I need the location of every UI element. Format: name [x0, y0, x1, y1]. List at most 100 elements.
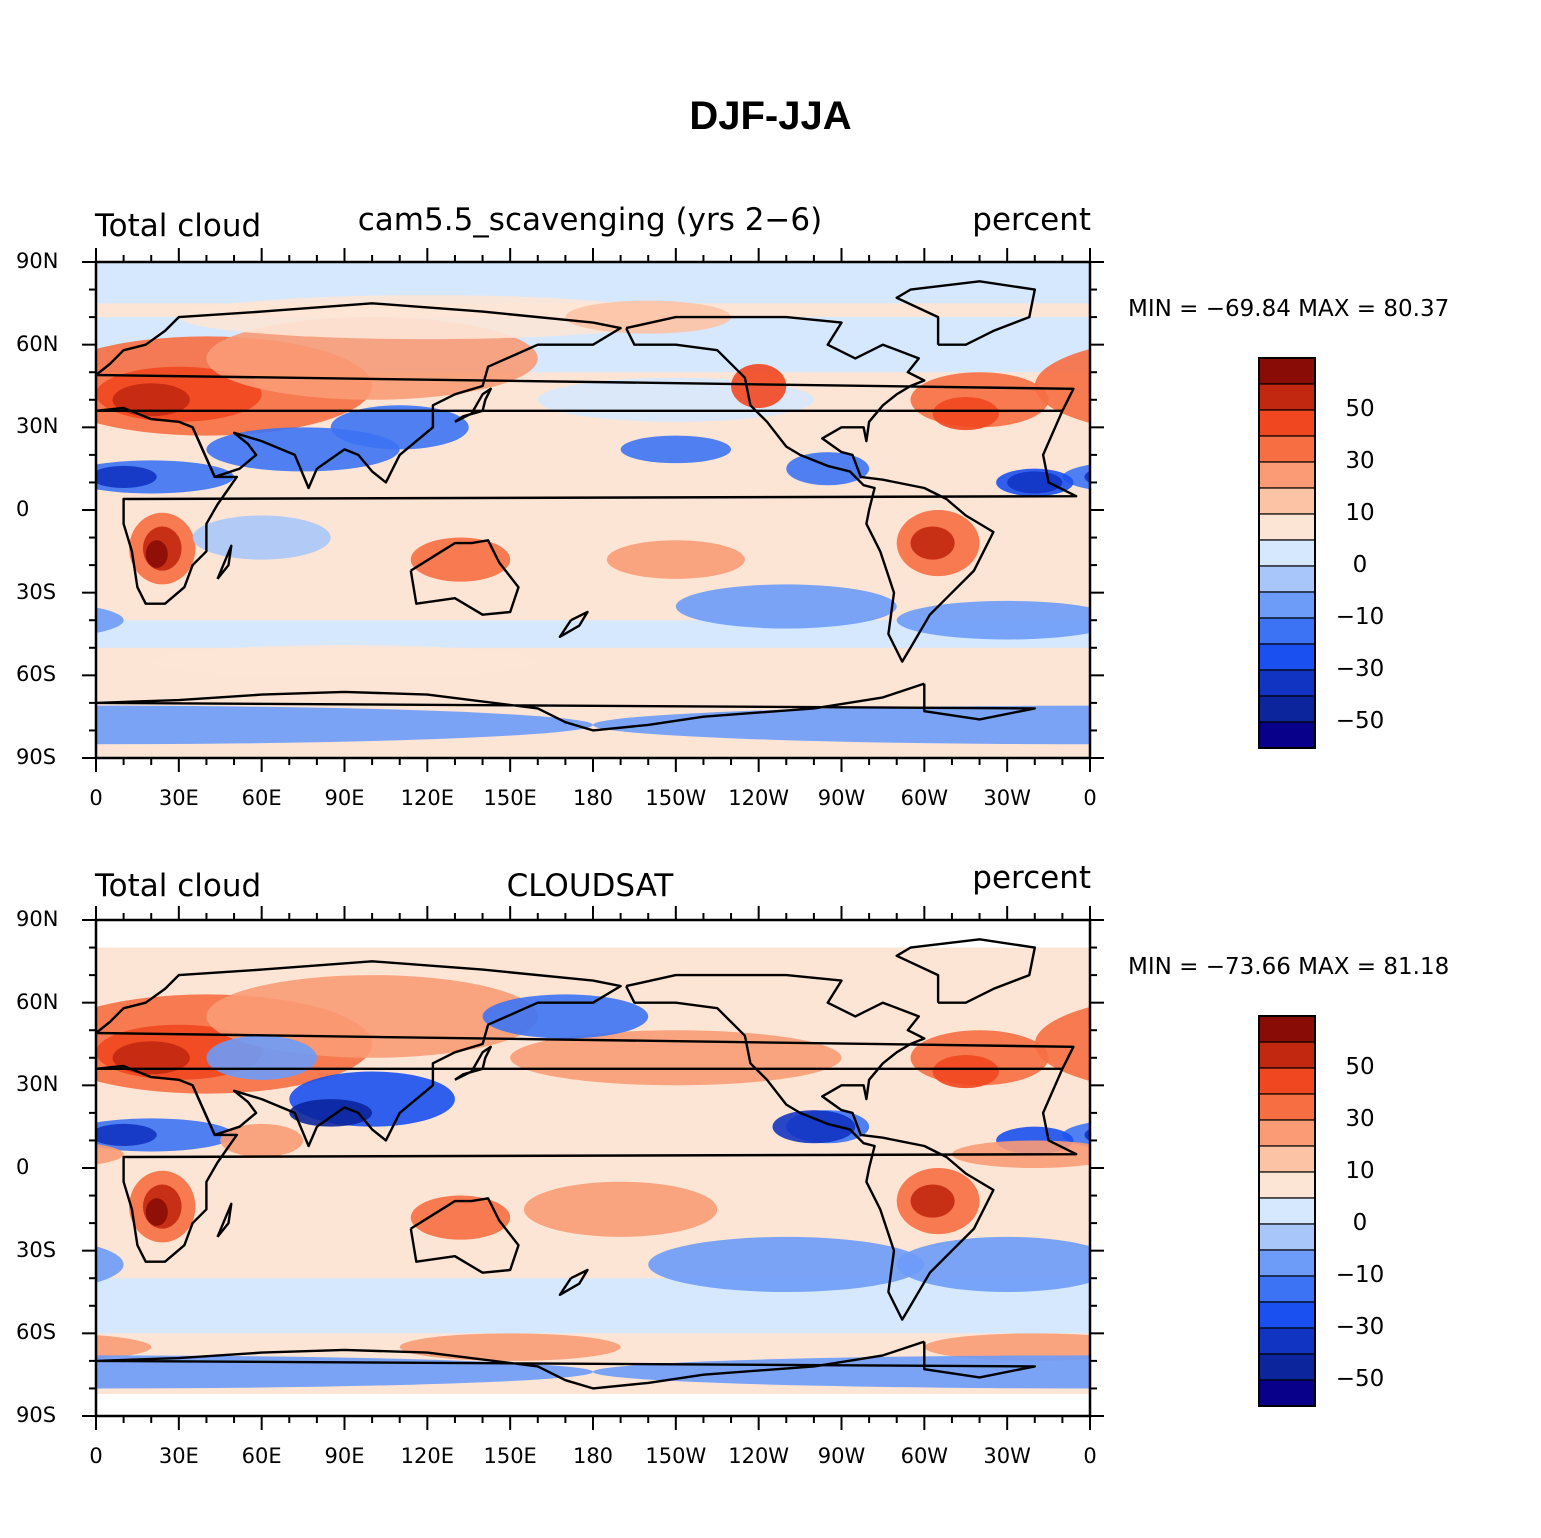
anomaly-region	[96, 607, 124, 633]
y-tick-label: 90N	[16, 249, 59, 273]
colorbar-label: 10	[1345, 500, 1375, 526]
anomaly-region	[112, 383, 190, 417]
anomaly-region	[0, 397, 5, 430]
anomaly-region	[482, 994, 649, 1039]
colorbar-swatch	[1258, 1015, 1316, 1043]
colorbar-swatch	[1258, 1171, 1316, 1199]
panel-left-label: Total cloud	[95, 208, 262, 244]
map-panel-model: Total cloud cam5.5_scavenging (yrs 2−6) …	[0, 200, 1541, 860]
anomaly-region	[145, 540, 168, 568]
min-max-readout: MIN = −69.84 MAX = 80.37	[1128, 296, 1450, 322]
y-tick-label: 60S	[16, 662, 57, 687]
anomaly-region	[910, 1184, 955, 1218]
colorbar-swatch	[1258, 1093, 1316, 1121]
x-tick-label: 120W	[728, 1444, 790, 1468]
y-tick-label: 90N	[16, 907, 59, 931]
anomaly-region	[1200, 975, 1531, 1058]
panel-center-label: cam5.5_scavenging (yrs 2−6)	[357, 202, 823, 238]
coastline	[96, 960, 1075, 1148]
coastline	[216, 544, 233, 580]
anomaly-region	[96, 705, 593, 745]
x-tick-label: 90E	[324, 786, 365, 810]
colorbar-swatch	[1258, 1197, 1316, 1225]
colorbar-swatch	[1258, 643, 1316, 671]
colorbar-swatch	[1258, 1041, 1316, 1069]
coastline	[895, 938, 1036, 1004]
min-max-readout: MIN = −73.66 MAX = 81.18	[1128, 954, 1450, 980]
panel-center-label: CLOUDSAT	[506, 868, 674, 904]
x-tick-label: 60W	[900, 1444, 949, 1468]
tick-marks	[82, 248, 1104, 772]
anomaly-region	[192, 515, 331, 560]
y-tick-label: 0	[16, 497, 30, 521]
anomaly-region	[289, 1099, 373, 1127]
colorbar-label: −30	[1335, 1314, 1385, 1340]
anomaly-region	[1200, 317, 1531, 400]
anomaly-region	[1123, 513, 1189, 585]
colorbar-swatch	[1258, 1145, 1316, 1173]
x-tick-label: 150W	[645, 786, 707, 810]
anomaly-region	[786, 452, 870, 486]
colorbar-label: 10	[1345, 1158, 1375, 1184]
colorbar-swatch	[1258, 695, 1316, 723]
map-plot	[0, 248, 1531, 772]
anomaly-region	[1123, 1171, 1189, 1243]
coastline	[122, 1068, 1078, 1263]
colorbar	[1258, 357, 1316, 749]
colorbar-swatch	[1258, 1249, 1316, 1277]
colorbar-swatch	[1258, 513, 1316, 541]
x-tick-label: 30E	[158, 1444, 199, 1468]
anomaly-region	[924, 1333, 1090, 1361]
anomaly-region	[96, 1335, 152, 1360]
anomaly-region	[1107, 1041, 1184, 1074]
x-tick-label: 90W	[817, 1444, 866, 1468]
x-tick-label: 150E	[483, 1444, 537, 1468]
colorbar-frame	[1258, 1015, 1316, 1407]
anomaly-region	[1137, 527, 1176, 571]
anomaly-region	[96, 1123, 157, 1146]
x-tick-label: 0	[89, 786, 103, 810]
y-tick-label: 0	[16, 1155, 30, 1179]
y-tick-label: 90S	[16, 745, 57, 769]
x-tick-label: 0	[1083, 786, 1097, 810]
anomaly-region	[523, 1181, 718, 1237]
coastlines	[96, 938, 1078, 1390]
anomaly-region	[178, 295, 676, 340]
colorbar-swatch	[1258, 669, 1316, 697]
x-tick-label: 90W	[817, 786, 866, 810]
colorbar-swatch	[1258, 1353, 1316, 1381]
y-tick-label: 90S	[16, 1403, 57, 1427]
coastline	[409, 1197, 520, 1274]
tick-marks	[82, 906, 1104, 1430]
no-data-north	[96, 920, 1090, 943]
anomaly-region	[896, 600, 1090, 640]
figure-title: DJF-JJA	[689, 94, 852, 138]
anomaly-region	[1107, 383, 1184, 416]
colorbar-label: −10	[1335, 604, 1385, 630]
colorbar-swatch	[1258, 357, 1316, 385]
y-tick-label: 30S	[16, 1237, 57, 1262]
anomaly-region	[206, 1035, 317, 1080]
coastline	[558, 1268, 589, 1296]
anomaly-region	[1518, 1182, 1541, 1237]
panel-units-label: percent	[972, 860, 1091, 896]
anomaly-region	[648, 1236, 925, 1292]
coastline	[216, 1202, 233, 1238]
anomaly-region	[0, 1055, 5, 1088]
latitude-band	[96, 262, 1090, 304]
coastline	[96, 1340, 1036, 1390]
y-tick-label: 60N	[16, 331, 59, 356]
anomaly-region	[1090, 367, 1256, 422]
colorbar-swatch	[1258, 1327, 1316, 1355]
anomaly-region	[410, 1195, 511, 1240]
colorbar	[1258, 1015, 1316, 1407]
panel-left-label: Total cloud	[95, 868, 262, 904]
coastline	[625, 973, 995, 1321]
anomaly-region	[96, 1246, 124, 1283]
panel-units-label: percent	[972, 202, 1091, 238]
colorbar-swatch	[1258, 1067, 1316, 1095]
colorbar-label: 0	[1352, 552, 1368, 578]
anomaly-region	[932, 397, 999, 431]
x-tick-label: 150W	[645, 1444, 707, 1468]
colorbar-swatch	[1258, 487, 1316, 515]
